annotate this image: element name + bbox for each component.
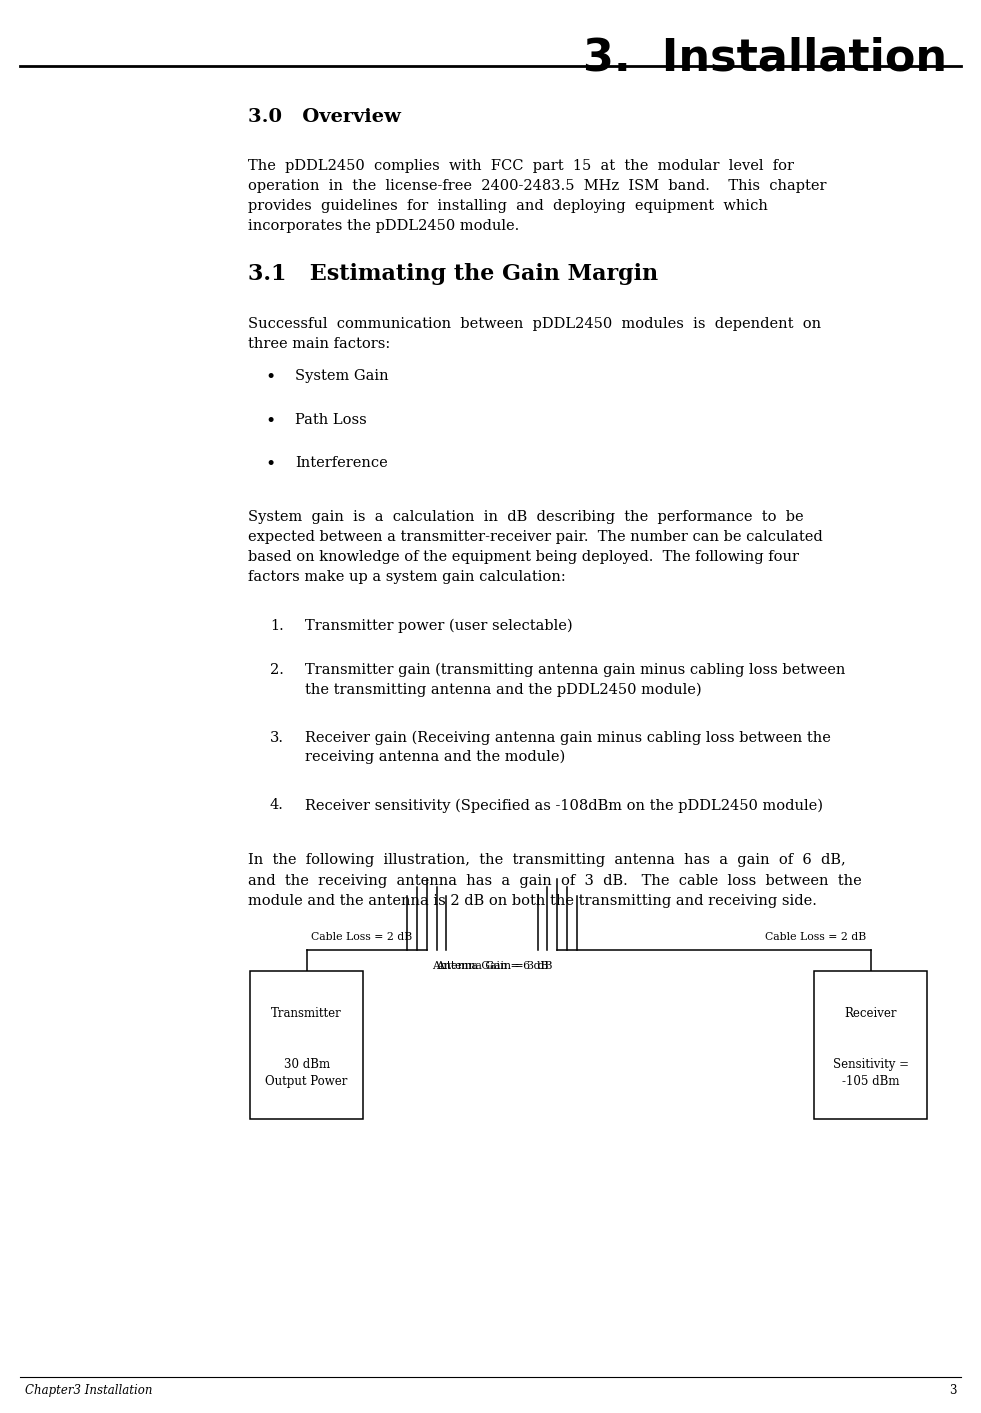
- Text: Transmitter power (user selectable): Transmitter power (user selectable): [305, 619, 573, 633]
- Text: 30 dBm
Output Power: 30 dBm Output Power: [266, 1058, 347, 1088]
- Text: •: •: [266, 413, 276, 430]
- Text: 1.: 1.: [270, 619, 284, 633]
- Text: System Gain: System Gain: [295, 369, 388, 383]
- Text: 3.: 3.: [270, 731, 284, 745]
- Text: •: •: [266, 455, 276, 473]
- Text: Antenna Gain = 3 dB: Antenna Gain = 3 dB: [436, 961, 552, 971]
- Text: Path Loss: Path Loss: [295, 413, 367, 427]
- Text: 3.0   Overview: 3.0 Overview: [248, 107, 401, 126]
- Bar: [250, 971, 363, 1119]
- Text: Sensitivity =
-105 dBm: Sensitivity = -105 dBm: [833, 1058, 908, 1088]
- Text: Receiver sensitivity (Specified as -108dBm on the pDDL2450 module): Receiver sensitivity (Specified as -108d…: [305, 798, 823, 812]
- Text: Successful  communication  between  pDDL2450  modules  is  dependent  on
three m: Successful communication between pDDL245…: [248, 317, 821, 350]
- Text: Cable Loss = 2 dB: Cable Loss = 2 dB: [764, 933, 866, 942]
- Text: Transmitter gain (transmitting antenna gain minus cabling loss between
the trans: Transmitter gain (transmitting antenna g…: [305, 663, 846, 697]
- Text: Chapter3 Installation: Chapter3 Installation: [25, 1383, 152, 1397]
- Text: Cable Loss = 2 dB: Cable Loss = 2 dB: [312, 933, 413, 942]
- Text: System  gain  is  a  calculation  in  dB  describing  the  performance  to  be
e: System gain is a calculation in dB descr…: [248, 510, 823, 584]
- Bar: [814, 971, 927, 1119]
- Text: In  the  following  illustration,  the  transmitting  antenna  has  a  gain  of : In the following illustration, the trans…: [248, 853, 862, 907]
- Text: Interference: Interference: [295, 455, 388, 469]
- Text: 3: 3: [949, 1383, 956, 1397]
- Text: 3.1   Estimating the Gain Margin: 3.1 Estimating the Gain Margin: [248, 263, 658, 285]
- Text: Receiver: Receiver: [845, 1007, 897, 1020]
- Text: 3.  Installation: 3. Installation: [583, 37, 947, 79]
- Text: Antenna Gain = 6 dB: Antenna Gain = 6 dB: [432, 961, 548, 971]
- Text: 2.: 2.: [270, 663, 284, 677]
- Text: Transmitter: Transmitter: [271, 1007, 342, 1020]
- Text: The  pDDL2450  complies  with  FCC  part  15  at  the  modular  level  for
opera: The pDDL2450 complies with FCC part 15 a…: [248, 160, 827, 233]
- Text: 4.: 4.: [270, 798, 284, 812]
- Text: •: •: [266, 369, 276, 387]
- Text: Receiver gain (Receiving antenna gain minus cabling loss between the
receiving a: Receiver gain (Receiving antenna gain mi…: [305, 731, 831, 764]
